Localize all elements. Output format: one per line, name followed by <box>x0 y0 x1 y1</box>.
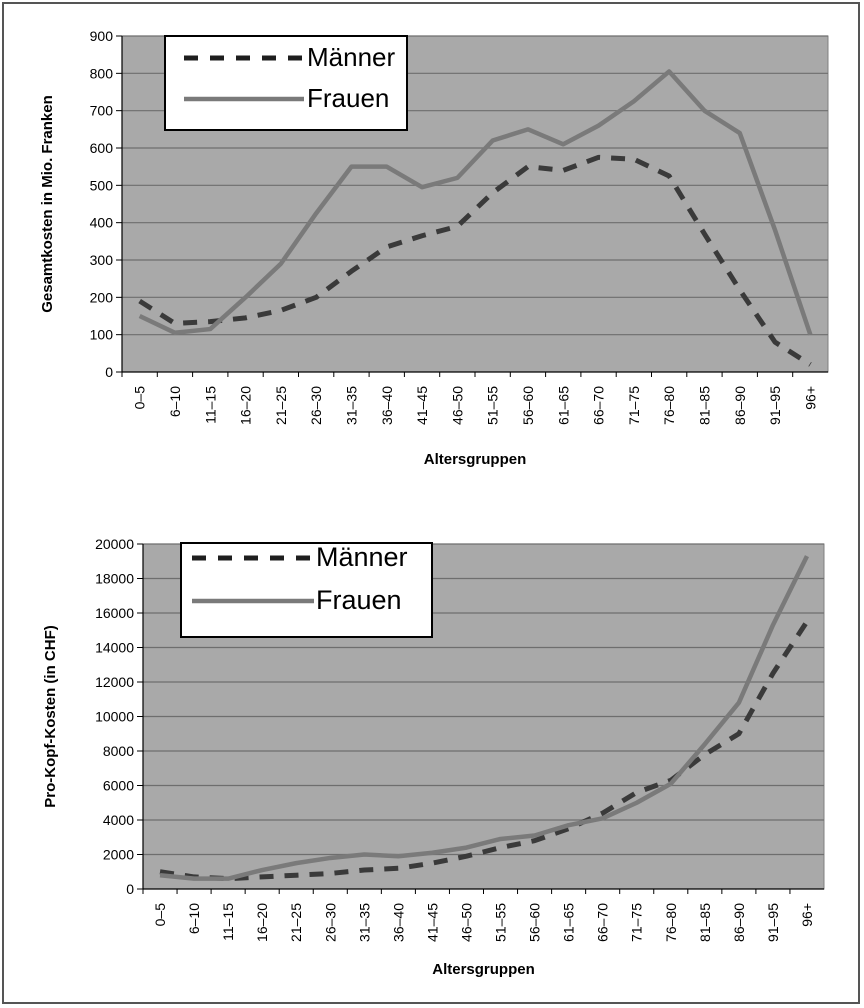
y-tick-label: 0 <box>126 881 134 897</box>
x-tick-label: 26–30 <box>322 903 338 942</box>
x-tick-label: 46–50 <box>458 903 474 942</box>
x-tick-label: 56–60 <box>520 386 536 425</box>
x-tick-label: 61–65 <box>561 903 577 942</box>
x-tick-label: 36–40 <box>390 903 406 942</box>
y-tick-label: 10000 <box>95 709 134 725</box>
series-line-frauen <box>138 69 813 336</box>
x-tick-label: 91–95 <box>767 386 783 425</box>
x-tick-label: 31–35 <box>343 386 359 425</box>
x-tick-label: 0–5 <box>132 386 148 410</box>
x-tick-label: 21–25 <box>273 386 289 425</box>
y-tick-label: 16000 <box>95 605 134 621</box>
series-line-frauen <box>159 555 809 881</box>
y-tick-label: 500 <box>90 177 114 193</box>
legend-label-frauen: Frauen <box>307 83 389 113</box>
x-tick-label: 31–35 <box>356 903 372 942</box>
y-tick-label: 18000 <box>95 571 134 587</box>
legend-box <box>164 35 408 131</box>
x-tick-label: 11–15 <box>220 903 236 941</box>
x-tick-label: 16–20 <box>254 903 270 942</box>
x-tick-label: 66–70 <box>595 903 611 942</box>
charts-canvas: 0 100 200 300 400 500 600 700 800 900 0–5 6–10 11–15… <box>39 28 829 978</box>
y-tick-label: 8000 <box>103 743 134 759</box>
legend-label-maenner: Männer <box>307 42 395 72</box>
x-tick-label: 66–70 <box>591 386 607 425</box>
x-tick-label: 21–25 <box>288 903 304 942</box>
x-tick-label: 81–85 <box>696 386 712 425</box>
x-axis-title: Altersgruppen <box>432 961 535 978</box>
x-tick-label: 71–75 <box>626 386 642 425</box>
y-tick-label: 200 <box>90 289 114 305</box>
x-tick-label: 16–20 <box>238 386 254 425</box>
x-tick-label: 6–10 <box>186 903 202 934</box>
x-tick-label: 86–90 <box>732 386 748 425</box>
x-tick-label: 96+ <box>799 903 815 927</box>
y-tick-label: 6000 <box>103 778 134 794</box>
y-tick-label: 300 <box>90 252 114 268</box>
x-tick-label: 56–60 <box>527 903 543 942</box>
x-tick-label: 81–85 <box>697 903 713 942</box>
x-tick-label: 86–90 <box>731 903 747 942</box>
y-tick-label: 12000 <box>95 674 134 690</box>
series-line-maenner <box>159 620 810 882</box>
x-tick-label: 41–45 <box>414 386 430 425</box>
legend-label-frauen: Frauen <box>316 585 402 615</box>
y-axis-title: Pro-Kopf-Kosten (in CHF) <box>42 625 59 807</box>
x-tick-label: 41–45 <box>424 903 440 942</box>
x-tick-label: 71–75 <box>629 903 645 942</box>
y-tick-label: 700 <box>90 103 114 119</box>
legend-label-maenner: Männer <box>316 542 408 572</box>
x-tick-label: 91–95 <box>765 903 781 942</box>
y-tick-label: 0 <box>105 364 113 380</box>
y-tick-label: 100 <box>90 327 114 343</box>
y-tick-label: 14000 <box>95 640 134 656</box>
y-tick-label: 400 <box>90 215 114 231</box>
x-tick-label: 26–30 <box>308 386 324 425</box>
x-tick-label: 36–40 <box>379 386 395 425</box>
x-tick-label: 11–15 <box>202 386 218 424</box>
x-tick-label: 76–80 <box>661 386 677 425</box>
chart-gesamtkosten: 0 100 200 300 400 500 600 700 800 900 0–5 6–10 11–15… <box>39 28 829 468</box>
x-tick-label: 76–80 <box>663 903 679 942</box>
x-tick-label: 96+ <box>802 386 818 410</box>
y-tick-label: 900 <box>90 28 114 44</box>
y-axis-title: Gesamtkosten in Mio. Franken <box>39 95 56 313</box>
x-axis-title: Altersgruppen <box>424 451 527 468</box>
x-tick-label: 0–5 <box>152 903 168 927</box>
x-tick-label: 51–55 <box>485 386 501 425</box>
x-tick-label: 61–65 <box>555 386 571 425</box>
y-tick-label: 600 <box>90 140 114 156</box>
x-tick-label: 51–55 <box>493 903 509 942</box>
y-tick-label: 2000 <box>103 847 134 863</box>
x-tick-label: 6–10 <box>167 386 183 417</box>
x-tick-label: 46–50 <box>449 386 465 425</box>
y-tick-label: 20000 <box>95 536 134 552</box>
y-tick-label: 4000 <box>103 812 134 828</box>
y-tick-label: 800 <box>90 65 114 81</box>
chart-pro-kopf-kosten: 0 2000 4000 6000 8000 10000 12000 14000 16000 180… <box>42 536 825 978</box>
